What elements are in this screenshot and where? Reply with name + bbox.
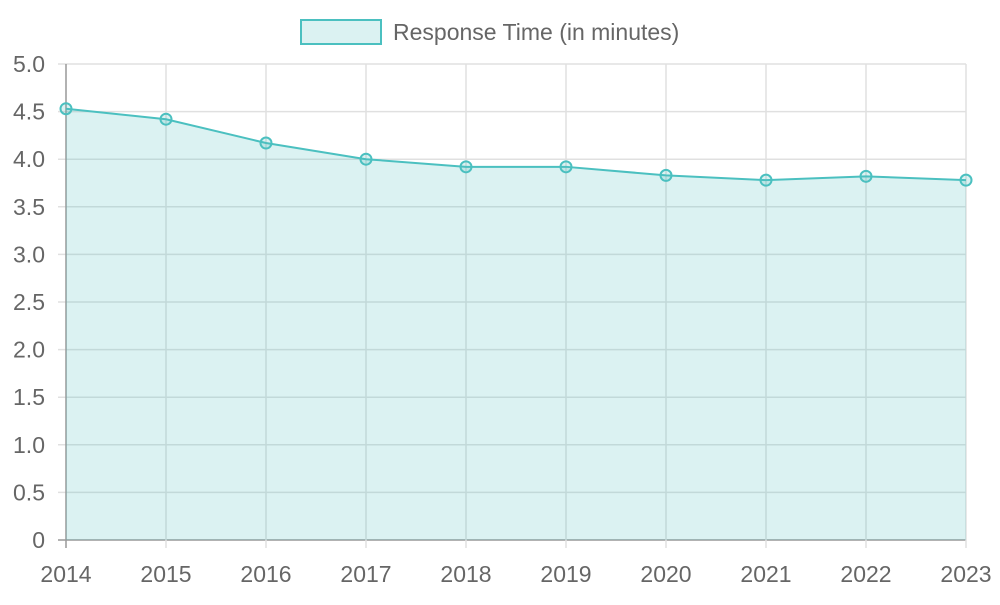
data-point <box>459 160 473 174</box>
y-tick-label: 4.5 <box>13 99 45 125</box>
x-tick-label: 2023 <box>940 561 991 587</box>
data-point <box>259 136 273 150</box>
data-point <box>159 112 173 126</box>
legend-swatch[interactable] <box>300 19 382 45</box>
data-point <box>559 160 573 174</box>
data-point <box>59 102 73 116</box>
y-tick-label: 0.5 <box>13 479 45 505</box>
x-tick-label: 2014 <box>40 561 91 587</box>
x-axis-ticks: 2014 2015 2016 2017 2018 2019 2020 2021 2022 2023 <box>40 561 991 587</box>
y-tick-label: 1.0 <box>13 432 45 458</box>
x-tick-label: 2015 <box>140 561 191 587</box>
x-tick-label: 2022 <box>840 561 891 587</box>
x-tick-label: 2016 <box>240 561 291 587</box>
data-point <box>759 173 773 187</box>
data-point <box>359 152 373 166</box>
y-tick-label: 1.5 <box>13 384 45 410</box>
y-tick-label: 5.0 <box>13 51 45 77</box>
x-tick-label: 2019 <box>540 561 591 587</box>
y-tick-label: 0 <box>32 527 45 553</box>
data-point <box>659 168 673 182</box>
grid <box>58 63 967 548</box>
y-tick-label: 3.5 <box>13 194 45 220</box>
y-axis-ticks: 0 0.5 1.0 1.5 2.0 2.5 3.0 3.5 4.0 4.5 5.0 <box>13 51 45 553</box>
legend[interactable]: Response Time (in minutes) <box>300 19 679 45</box>
x-tick-label: 2021 <box>740 561 791 587</box>
data-point <box>959 173 973 187</box>
series-line <box>65 107 967 182</box>
legend-label[interactable]: Response Time (in minutes) <box>393 19 679 45</box>
y-tick-label: 4.0 <box>13 146 45 172</box>
data-points <box>59 102 973 187</box>
x-tick-label: 2018 <box>440 561 491 587</box>
y-tick-label: 3.0 <box>13 241 45 267</box>
x-tick-label: 2020 <box>640 561 691 587</box>
series-area-fill <box>66 108 966 540</box>
y-tick-label: 2.0 <box>13 337 45 363</box>
x-tick-label: 2017 <box>340 561 391 587</box>
y-tick-label: 2.5 <box>13 289 45 315</box>
data-point <box>859 169 873 183</box>
